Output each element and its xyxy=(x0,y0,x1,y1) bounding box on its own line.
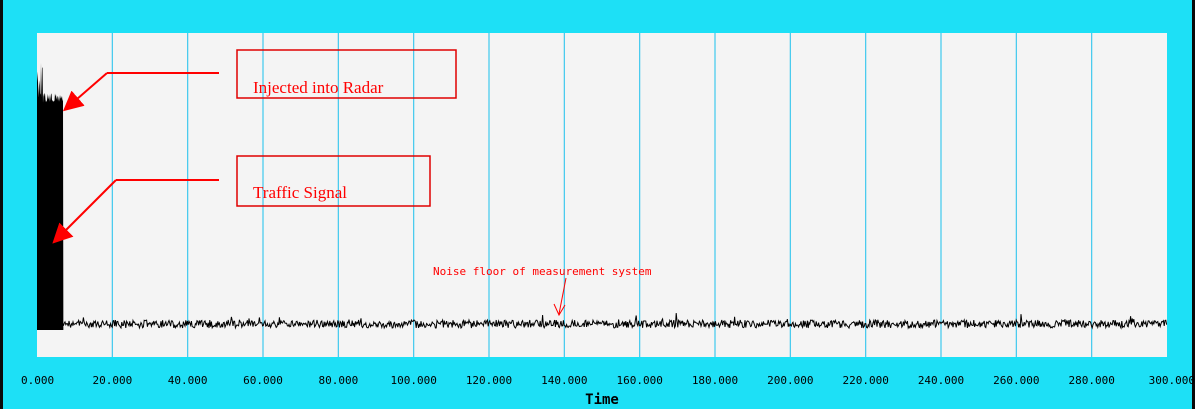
traffic-label: Traffic Signal xyxy=(253,183,347,202)
x-tick-label: 180.000 xyxy=(692,374,738,387)
x-tick-label: 260.000 xyxy=(993,374,1039,387)
traffic-arrow-head xyxy=(52,179,117,244)
x-tick-label: 160.000 xyxy=(616,374,662,387)
grid-lines xyxy=(111,33,1093,357)
x-tick-label: 0.000 xyxy=(21,374,54,387)
burst-signal xyxy=(37,62,64,331)
x-axis-title: Time xyxy=(585,392,619,408)
x-tick-label: 220.000 xyxy=(842,374,888,387)
x-tick-label: 240.000 xyxy=(918,374,964,387)
x-tick-labels: 0.000 20.000 40.000 60.000 80.000 100.000 120.… xyxy=(21,374,1195,387)
x-tick-label: 280.000 xyxy=(1068,374,1114,387)
plot-area xyxy=(37,33,1167,357)
injected-label: Injected into Radar xyxy=(253,78,384,97)
time-trace-chart: Injected into Radar Traffic Signal Noise… xyxy=(21,33,1195,408)
x-tick-label: 80.000 xyxy=(318,374,358,387)
x-tick-label: 140.000 xyxy=(541,374,587,387)
x-tick-label: 20.000 xyxy=(92,374,132,387)
x-tick-label: 200.000 xyxy=(767,374,813,387)
x-tick-label: 100.000 xyxy=(390,374,436,387)
signal-trace xyxy=(37,62,1168,331)
injected-label-box xyxy=(236,49,457,99)
noise-floor-arrow-head xyxy=(553,303,566,317)
x-tick-label: 40.000 xyxy=(168,374,208,387)
traffic-label-box xyxy=(236,155,431,207)
x-tick-label: 120.000 xyxy=(466,374,512,387)
noise-floor-label: Noise floor of measurement system xyxy=(433,265,652,278)
noise-floor-trace xyxy=(62,313,1168,330)
annotations: Injected into Radar Traffic Signal Noise… xyxy=(52,49,652,317)
x-tick-label: 300.000 xyxy=(1149,374,1195,387)
injected-arrow-head xyxy=(62,72,108,112)
noise-floor-arrow xyxy=(558,277,567,315)
x-tick-label: 60.000 xyxy=(243,374,283,387)
